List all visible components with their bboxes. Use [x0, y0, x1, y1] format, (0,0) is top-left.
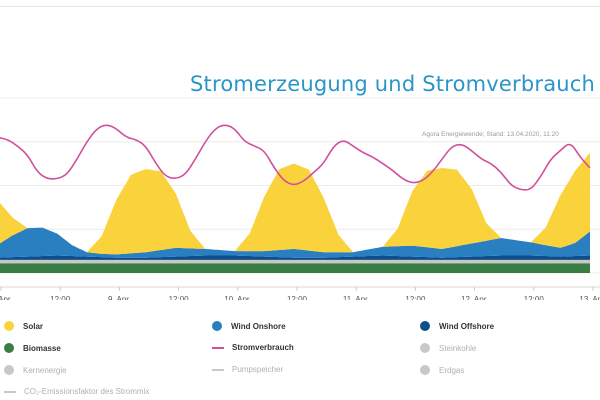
legend-item-stromverbrauch[interactable]: Stromverbrauch — [212, 343, 294, 352]
x-tick-label: 13. Apr. — [579, 295, 600, 300]
x-tick-label: 9. Apr. — [108, 295, 131, 300]
legend-item-co2-emissionsfaktor-des-strommix[interactable]: CO₂-Emissionsfaktor des Strommix — [4, 387, 149, 396]
legend-dot-icon — [420, 343, 430, 353]
legend-label: Kernenergie — [23, 365, 67, 375]
legend-line-icon — [212, 346, 224, 349]
legend-label: Steinkohle — [439, 343, 477, 353]
legend-label: Wind Offshore — [439, 321, 495, 331]
legend-item-solar[interactable]: Solar — [4, 321, 43, 331]
legend-label: Pumpspeicher — [232, 365, 284, 374]
x-tick-label: 12:00 — [405, 295, 426, 300]
legend-dot-icon — [4, 321, 14, 331]
stacked-areas — [0, 152, 590, 273]
x-axis: 8. Apr. 12:00 9. Apr. 12:00 10. Apr. 12:00 11.… — [0, 286, 600, 300]
legend-dot-icon — [420, 365, 430, 375]
x-tick-label: 12:00 — [50, 295, 71, 300]
legend-label: Solar — [23, 321, 44, 331]
legend-dot-icon — [4, 343, 14, 353]
area-kernenergie — [0, 259, 590, 264]
area-solar — [0, 152, 590, 255]
legend-item-erdgas[interactable]: Erdgas — [420, 365, 464, 375]
chart-title: Stromerzeugung und Stromverbrauch — [190, 72, 596, 96]
x-tick-label: 8. Apr. — [0, 295, 12, 300]
legend-item-biomasse[interactable]: Biomasse — [4, 343, 61, 353]
legend-item-kernenergie[interactable]: Kernenergie — [4, 365, 67, 375]
legend-label: Erdgas — [439, 365, 465, 375]
legend-item-wind-onshore[interactable]: Wind Onshore — [212, 321, 286, 331]
source-note: Agora Energiewende; Stand: 13.04.2020, 1… — [422, 131, 559, 138]
x-tick-label: 12:00 — [169, 295, 190, 300]
x-tick-label: 11. Apr. — [343, 295, 370, 300]
x-tick-label: 12. Apr. — [461, 295, 488, 300]
line-stromverbrauch — [0, 124, 591, 191]
legend-line-icon — [212, 368, 224, 371]
legend-dot-icon — [4, 365, 14, 375]
consumption-line-layer — [0, 124, 591, 191]
legend-dot-icon — [420, 321, 430, 331]
area-wind-onshore — [0, 227, 590, 258]
legend-line-icon — [4, 390, 16, 393]
legend-item-wind-offshore[interactable]: Wind Offshore — [420, 321, 494, 331]
legend-label: Stromverbrauch — [232, 343, 294, 352]
chart-plot: 8. Apr. 12:00 9. Apr. 12:00 10. Apr. 12:00 11.… — [0, 97, 600, 300]
x-tick-label: 12:00 — [287, 295, 308, 300]
x-tick-label: 10. Apr. — [224, 295, 251, 300]
top-divider — [0, 6, 600, 7]
legend-dot-icon — [212, 321, 222, 331]
legend-item-pumpspeicher[interactable]: Pumpspeicher — [212, 365, 283, 374]
x-tick-label: 12:00 — [524, 295, 545, 300]
legend-label: CO₂-Emissionsfaktor des Strommix — [24, 387, 150, 396]
legend-item-steinkohle[interactable]: Steinkohle — [420, 343, 476, 353]
area-biomasse — [0, 263, 590, 273]
legend-label: Biomasse — [23, 343, 61, 353]
legend-label: Wind Onshore — [231, 321, 286, 331]
